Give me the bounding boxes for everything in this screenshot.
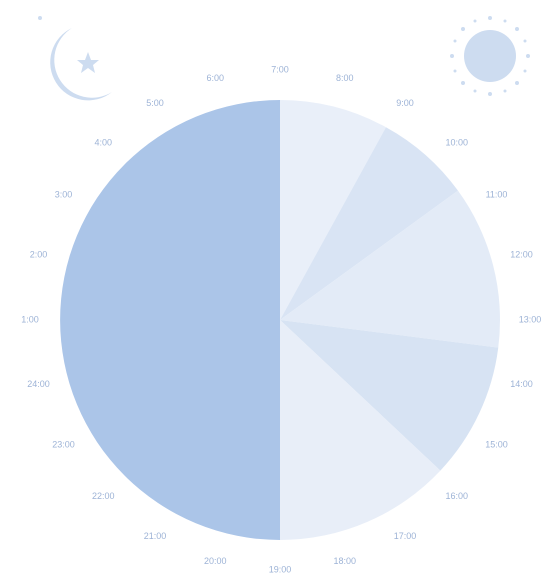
hour-label: 2:00 — [30, 250, 48, 260]
hour-label: 8:00 — [336, 73, 354, 83]
pie-slice — [280, 100, 386, 320]
hour-label: 18:00 — [333, 556, 356, 566]
hour-label: 21:00 — [144, 531, 167, 541]
hour-label: 12:00 — [510, 250, 533, 260]
hour-label: 24:00 — [27, 379, 50, 389]
hour-label: 15:00 — [485, 439, 508, 449]
sun-icon — [450, 16, 530, 96]
pie-slice — [280, 127, 458, 321]
hour-label: 3:00 — [55, 189, 73, 199]
hour-label: 9:00 — [396, 98, 414, 108]
hour-label: 7:00 — [271, 64, 289, 74]
hour-label: 13:00 — [519, 314, 542, 324]
hour-label: 11:00 — [486, 189, 508, 199]
hour-label: 20:00 — [204, 556, 227, 566]
hour-label: 17:00 — [394, 531, 417, 541]
pie-slice — [60, 100, 280, 540]
moon-icon — [38, 16, 112, 101]
pie-slice — [280, 190, 501, 348]
hour-label: 1:00 — [21, 314, 39, 324]
hour-label: 19:00 — [269, 564, 292, 574]
hour-label: 10:00 — [446, 138, 469, 148]
hour-label: 14:00 — [510, 379, 533, 389]
hour-label: 4:00 — [94, 138, 112, 148]
hour-label: 5:00 — [146, 98, 164, 108]
pie-slice — [280, 320, 441, 540]
hour-label: 16:00 — [446, 491, 469, 501]
pie-slice — [280, 320, 499, 471]
hour-label: 23:00 — [52, 439, 75, 449]
hour-label: 22:00 — [92, 491, 115, 501]
hour-label: 6:00 — [207, 73, 225, 83]
